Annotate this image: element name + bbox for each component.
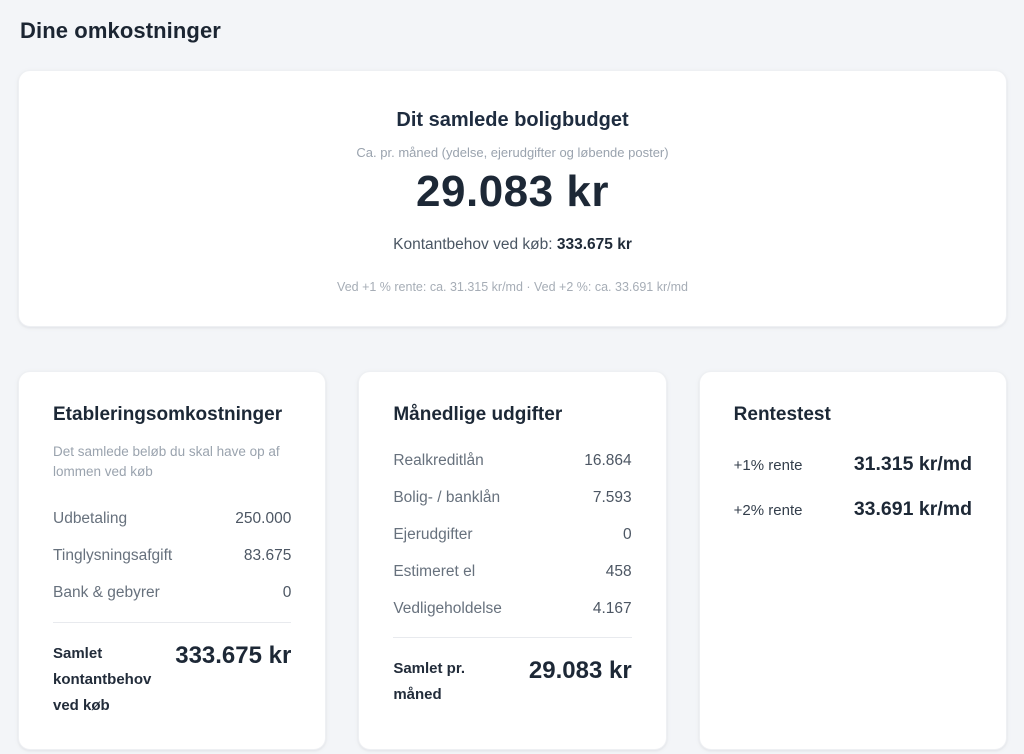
- row-value: 4.167: [592, 599, 632, 617]
- row-label: Vedligeholdelse: [393, 599, 502, 617]
- row-label: Realkreditlån: [393, 451, 484, 469]
- monthly-expenses-title: Månedlige udgifter: [393, 404, 563, 425]
- table-row: Estimeret el 458: [393, 553, 631, 590]
- row-label: Udbetaling: [53, 510, 128, 527]
- table-row: Bolig- / banklån 7.593: [393, 479, 631, 516]
- row-value: 7.593: [592, 488, 632, 506]
- row-value: 458: [605, 562, 632, 580]
- total-value: 333.675 kr: [175, 641, 292, 669]
- table-row: Bank & gebyrer 0: [53, 575, 291, 612]
- row-value: 33.691 kr/md: [853, 498, 972, 520]
- row-label: +2% rente: [733, 502, 803, 519]
- monthly-total: Samlet pr. måned 29.083 kr: [393, 656, 631, 708]
- total-budget-title: Dit samlede boligbudget: [396, 109, 629, 131]
- table-row: +2% rente 33.691 kr/md: [734, 487, 972, 532]
- total-budget-subtitle: Ca. pr. måned (ydelse, ejerudgifter og l…: [356, 145, 669, 160]
- total-label: Samlet kontantbehov ved køb: [53, 644, 152, 714]
- rate-stress-title: Rentestest: [733, 404, 831, 425]
- row-value: 0: [282, 584, 292, 601]
- total-budget-amount: 29.083 kr: [416, 167, 609, 216]
- page-title: Dine omkostninger: [20, 18, 221, 43]
- establishment-costs-subtitle: Det samlede beløb du skal have op af lom…: [53, 444, 280, 480]
- total-value: 29.083 kr: [528, 657, 632, 684]
- table-row: Udbetaling 250.000: [53, 501, 291, 538]
- divider: [53, 621, 292, 623]
- table-row: +1% rente 31.315 kr/md: [734, 442, 972, 487]
- rate-stress-card: Rentestest +1% rente 31.315 kr/md +2% re…: [698, 371, 1007, 750]
- establishment-costs-title: Etableringsomkostninger: [53, 404, 283, 425]
- row-value: 0: [623, 525, 632, 543]
- row-label: Tinglysningsafgift: [53, 547, 173, 564]
- table-row: Vedligeholdelse 4.167: [393, 590, 631, 627]
- row-value: 16.864: [584, 451, 632, 469]
- cash-need-line: Kontantbehov ved køb: 333.675 kr: [43, 236, 982, 254]
- cash-need-value: 333.675 kr: [556, 236, 632, 254]
- row-label: Bolig- / banklån: [393, 488, 501, 506]
- row-label: +1% rente: [733, 457, 803, 474]
- establishment-total: Samlet kontantbehov ved køb 333.675 kr: [53, 641, 291, 719]
- row-label: Bank & gebyrer: [53, 584, 160, 601]
- row-label: Ejerudgifter: [393, 525, 473, 543]
- total-budget-card: Dit samlede boligbudget Ca. pr. måned (y…: [18, 70, 1007, 327]
- row-value: 83.675: [243, 547, 292, 564]
- monthly-expenses-card: Månedlige udgifter Realkreditlån 16.864 …: [358, 371, 667, 750]
- row-value: 250.000: [235, 510, 292, 527]
- row-label: Estimeret el: [393, 562, 476, 580]
- total-label: Samlet pr. måned: [393, 660, 466, 703]
- cash-need-label: Kontantbehov ved køb:: [393, 236, 553, 254]
- cards-grid: Etableringsomkostninger Det samlede belø…: [18, 371, 1007, 750]
- table-row: Ejerudgifter 0: [393, 516, 631, 553]
- table-row: Tinglysningsafgift 83.675: [53, 538, 291, 575]
- establishment-costs-card: Etableringsomkostninger Det samlede belø…: [18, 371, 327, 750]
- row-value: 31.315 kr/md: [853, 453, 972, 475]
- divider: [393, 637, 632, 638]
- table-row: Realkreditlån 16.864: [393, 442, 631, 479]
- rate-stress-note: Ved +1 % rente: ca. 31.315 kr/md · Ved +…: [337, 280, 688, 295]
